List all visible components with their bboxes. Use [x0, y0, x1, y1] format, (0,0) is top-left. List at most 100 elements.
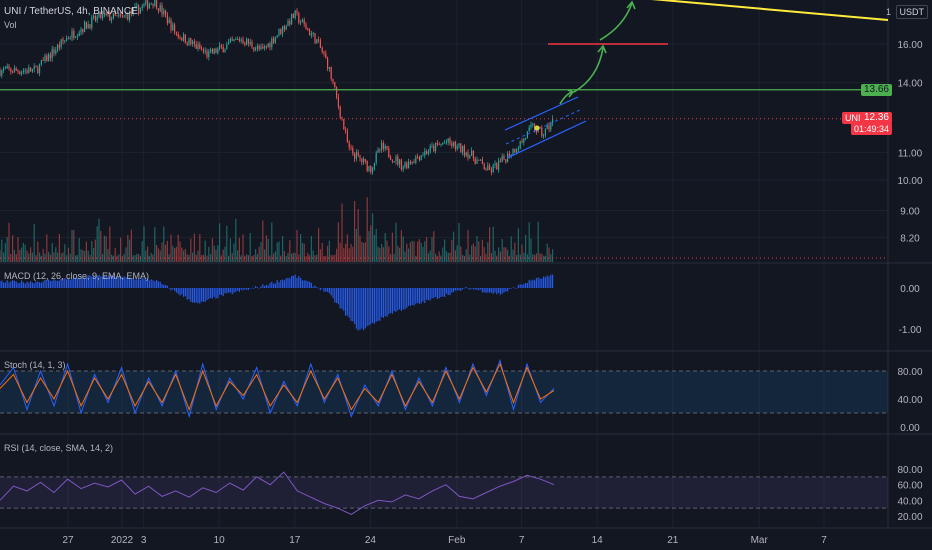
volume-bar [269, 255, 271, 262]
candle-body [247, 38, 249, 44]
volume-bar [355, 228, 357, 262]
macd-bar [255, 286, 257, 288]
volume-bar [139, 255, 141, 262]
top-tick-label: 1 [885, 7, 891, 17]
currency-button[interactable]: USDT [895, 5, 928, 19]
macd-bar [19, 282, 21, 288]
volume-bar [37, 241, 39, 262]
candle-body [53, 49, 55, 54]
volume-bar [210, 254, 212, 262]
candle-body [8, 66, 10, 69]
volume-bar [487, 242, 489, 262]
candle-body [471, 150, 473, 156]
macd-bar [370, 288, 372, 325]
macd-bar [300, 277, 302, 288]
candle-body [420, 155, 422, 161]
candle-body [98, 12, 100, 17]
rsi-band [0, 476, 888, 509]
trend-line [651, 0, 889, 21]
volume-bar [100, 230, 102, 262]
macd-bar [400, 288, 402, 311]
macd-bar [190, 288, 192, 302]
macd-bar [505, 288, 507, 292]
macd-bar [354, 288, 356, 325]
candle-body [94, 15, 96, 21]
volume-bar [247, 255, 249, 262]
candle-body [132, 8, 134, 14]
macd-bar [4, 282, 6, 288]
candle-body [363, 158, 365, 163]
candle-body [550, 123, 552, 130]
macd-bar [395, 288, 397, 312]
volume-bar [462, 254, 464, 262]
volume-bar [345, 243, 347, 262]
volume-bar [222, 249, 224, 262]
candle-body [116, 15, 118, 17]
candle-body [130, 10, 132, 14]
macd-bar [262, 284, 264, 288]
candle-body [408, 161, 410, 169]
candle-body [319, 40, 321, 48]
macd-bar [273, 283, 275, 288]
candle-body [267, 43, 269, 47]
volume-bar [298, 254, 300, 262]
volume-bar [472, 243, 474, 262]
volume-bar [278, 241, 280, 262]
price-tick-label: 9.00 [900, 206, 920, 217]
volume-bar [292, 252, 294, 262]
volume-bar [67, 247, 69, 262]
candle-body [222, 46, 224, 53]
volume-bar [386, 240, 388, 262]
volume-bar [168, 254, 170, 262]
volume-bar [312, 250, 314, 262]
macd-bar [197, 288, 199, 304]
macd-bar [170, 288, 172, 291]
candle-body [60, 39, 62, 48]
candle-body [431, 145, 433, 147]
macd-bar [323, 288, 325, 292]
candle-body [415, 156, 417, 163]
macd-bar [175, 288, 177, 293]
volume-bar [334, 254, 336, 262]
candle-body [332, 78, 334, 83]
macd-bar [78, 278, 80, 288]
candle-body [375, 152, 377, 163]
macd-bar [103, 275, 105, 288]
volume-bar [184, 248, 186, 262]
macd-bar [51, 280, 53, 288]
candle-body [454, 141, 456, 149]
volume-bar [89, 255, 91, 262]
candle-body [489, 165, 491, 170]
candle-body [21, 72, 23, 74]
stoch-pane [0, 358, 888, 419]
volume-bar [496, 255, 498, 262]
axis-ticks: 27 2022 3 10 17 24 Feb 7 14 21 Mar 7 16.00 14.00 11.00… [62, 40, 923, 546]
volume-bar [548, 247, 550, 262]
volume-bar [375, 228, 377, 262]
candle-body [321, 47, 323, 52]
volume-bar [321, 243, 323, 262]
volume-bar [229, 238, 231, 262]
candle-body [208, 51, 210, 57]
volume-bar [379, 248, 381, 262]
volume-bar [454, 250, 456, 262]
macd-histogram [0, 274, 554, 331]
volume-bar [364, 242, 366, 262]
macd-bar [350, 288, 352, 321]
candle-body [242, 39, 244, 44]
volume-bar [24, 244, 26, 262]
volume-bar [82, 250, 84, 262]
candle-body [541, 127, 543, 137]
rsi-line [0, 471, 555, 515]
volume-bar [458, 223, 460, 262]
volume-bar [249, 233, 251, 262]
candle-body [163, 10, 165, 15]
candle-body [364, 158, 366, 162]
candle-body [521, 141, 523, 143]
macd-bar [499, 288, 501, 295]
volume-bar [112, 255, 114, 262]
volume-bar [289, 240, 291, 262]
macd-bar [424, 288, 426, 304]
volume-bar [202, 254, 204, 262]
